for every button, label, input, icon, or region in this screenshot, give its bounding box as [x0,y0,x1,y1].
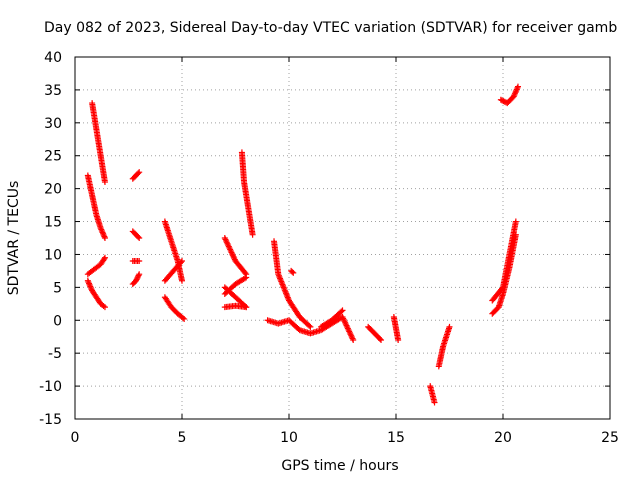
data-point [376,335,383,342]
data-point [289,268,296,275]
x-tick-label: 15 [387,430,405,446]
data-point [101,179,108,186]
data-point [136,258,143,265]
series-arc16 [238,149,256,238]
plot-frame [74,56,611,420]
data-point [179,314,186,321]
x-tick-label: 0 [71,430,80,446]
data-point [514,83,521,90]
data-point [512,218,519,225]
data-point [446,323,453,330]
y-tick-label: 40 [44,50,62,66]
data-point [101,254,108,261]
data-point [243,274,250,281]
ticks-layer: 0 5 10 15 20 25 -15 -10 -5 0 5 10 15 20 25 30 35 40 [39,50,619,446]
data-point [101,304,108,311]
y-tick-label: -5 [48,346,62,362]
data-point [249,231,256,238]
series-arc25 [489,231,519,317]
series-arc6 [129,228,143,241]
series-arc11 [161,294,188,322]
y-tick-label: -10 [39,379,62,395]
data-point [135,233,142,240]
data-point [135,170,142,177]
y-tick-label: 25 [44,149,62,165]
y-axis-label: SDTVAR / TECUs [6,181,22,296]
data-point [378,337,385,344]
series-arc26 [489,218,519,304]
data-point [338,308,345,315]
y-tick-label: 30 [44,116,62,132]
series-arc17 [271,238,314,330]
x-tick-label: 25 [601,430,619,446]
data-point [177,259,184,266]
x-axis-label: GPS time / hours [281,458,398,474]
x-tick-label: 10 [280,430,298,446]
y-tick-label: 5 [53,280,62,296]
series-arc3 [84,254,108,278]
data-point [179,277,185,284]
data-point [306,322,313,329]
series-arc22 [390,313,402,344]
series-arc21 [365,323,385,344]
series-arc10 [161,258,185,284]
series-arc1 [84,172,108,241]
y-tick-label: 35 [44,83,62,99]
data-point [350,337,357,344]
series-arc14 [221,302,250,311]
series-arc23 [427,383,438,406]
series-arc5 [129,169,143,182]
y-tick-label: 10 [44,247,62,263]
data-point [179,258,185,265]
chart-title: Day 082 of 2023, Sidereal Day-to-day VTE… [44,20,617,36]
data-point [134,275,141,282]
series-arc8 [129,271,143,288]
x-tick-label: 20 [494,430,512,446]
data-point [431,399,438,406]
y-tick-label: 20 [44,182,62,198]
data-point [499,285,506,292]
data-point [136,169,143,176]
series-arc2 [89,100,108,186]
data-point [395,337,402,344]
y-tick-label: 15 [44,215,62,231]
data-point [181,315,188,322]
data-point [135,272,142,279]
data-point [290,269,297,276]
data-point [136,271,143,278]
series-arc12 [221,235,250,278]
data-point [242,270,249,277]
y-tick-label: -15 [39,412,62,428]
series-arc24 [435,323,453,370]
series-arc15 [221,274,250,297]
data-point [134,273,141,280]
series-arc18 [264,313,357,344]
data-point [101,256,108,263]
grid-layer [75,57,610,419]
x-tick-label: 5 [178,430,187,446]
data-point [132,277,139,284]
data-point [339,307,346,314]
data-point [243,304,250,311]
series-arc19 [288,267,297,276]
marks-layer [84,83,521,406]
data-point [133,276,140,283]
data-point [136,235,143,241]
series-arc4 [84,277,108,311]
y-tick-label: 0 [53,313,62,329]
series-arc27 [497,83,521,107]
series-arc20 [318,307,346,330]
series-arc7 [129,258,143,265]
data-point [101,235,108,241]
data-point [307,323,314,330]
series-arc9 [161,218,185,284]
data-point [241,275,248,282]
